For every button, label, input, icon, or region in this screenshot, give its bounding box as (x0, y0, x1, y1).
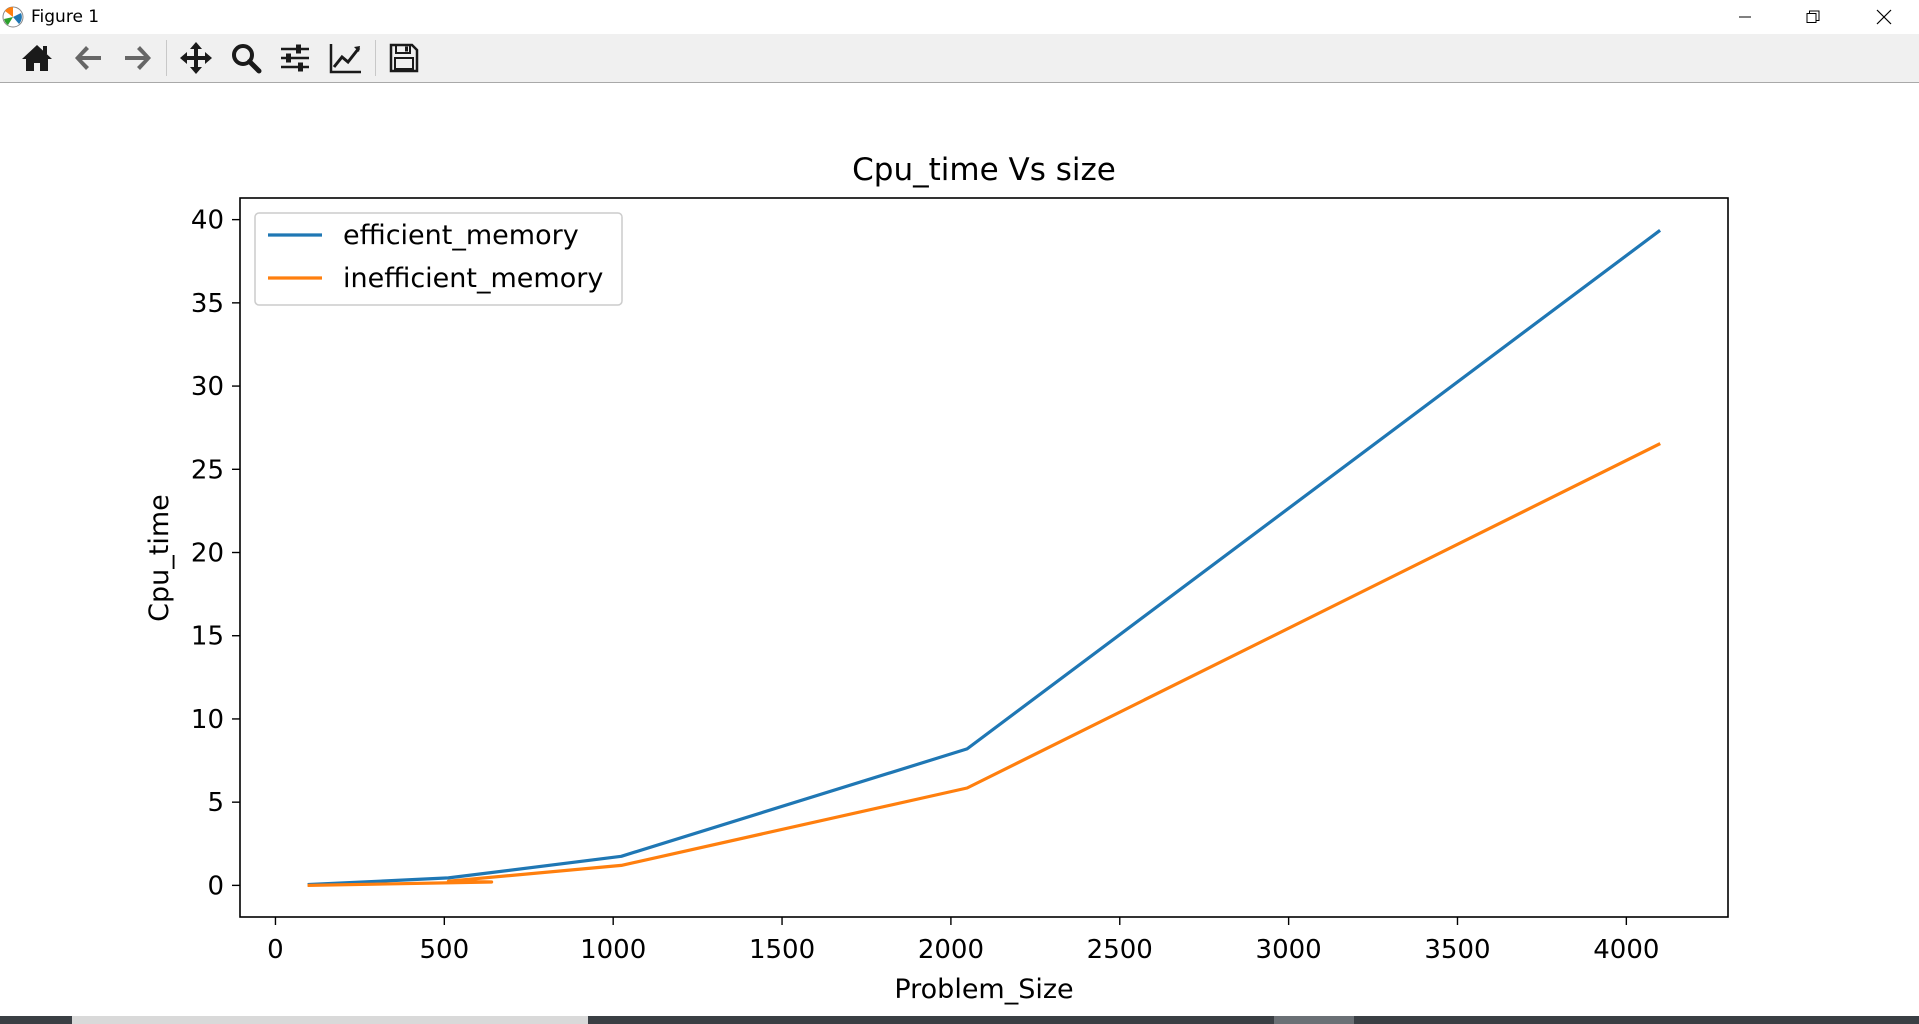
y-axis-label: Cpu_time (144, 494, 175, 622)
move-icon (180, 42, 212, 74)
home-button[interactable] (18, 40, 56, 76)
x-axis-label: Problem_Size (894, 974, 1073, 1005)
y-tick-label: 30 (191, 372, 224, 402)
legend-entry: efficient_memory (343, 220, 579, 251)
home-icon (22, 45, 52, 71)
legend-entry: inefficient_memory (343, 263, 603, 294)
matplotlib-logo-icon (2, 6, 24, 28)
close-button[interactable] (1849, 0, 1919, 34)
arrow-right-icon (125, 46, 151, 70)
line-chart: Cpu_time Vs size 0 5 10 15 20 25 30 35 40 0 500 10… (144, 152, 1729, 1005)
y-tick-label: 5 (207, 788, 224, 818)
series-line-efficient_memory (307, 229, 1662, 887)
figure-canvas[interactable]: Cpu_time Vs size 0 5 10 15 20 25 30 35 40 0 500 10… (0, 84, 1919, 1016)
y-tick-label: 10 (191, 705, 224, 735)
minimize-icon (1739, 16, 1751, 18)
taskbar-segment (588, 1016, 1274, 1024)
window-titlebar[interactable]: Figure 1 (0, 0, 1919, 34)
x-axis: 0 500 1000 1500 2000 2500 3000 3500 4000 (267, 917, 1659, 965)
y-tick-label: 15 (191, 622, 224, 652)
series-line-inefficient_memory (307, 442, 1661, 888)
x-tick-label: 0 (267, 935, 284, 965)
y-tick-label: 35 (191, 289, 224, 319)
arrow-left-icon (75, 46, 101, 70)
zoom-button[interactable] (227, 40, 265, 76)
navigation-toolbar (0, 34, 1919, 83)
x-tick-label: 4000 (1593, 935, 1659, 965)
y-tick-label: 40 (191, 206, 224, 236)
restore-icon (1806, 10, 1820, 23)
x-tick-label: 1500 (749, 935, 815, 965)
y-axis: 0 5 10 15 20 25 30 35 40 (191, 206, 240, 901)
y-tick-label: 0 (207, 871, 224, 901)
restore-button[interactable] (1778, 0, 1848, 34)
floppy-icon (389, 43, 419, 73)
line-chart-icon (329, 44, 361, 74)
minimize-button[interactable] (1710, 0, 1780, 34)
save-button[interactable] (385, 40, 423, 76)
x-tick-label: 3500 (1424, 935, 1490, 965)
x-tick-label: 3000 (1256, 935, 1322, 965)
subplots-button[interactable] (276, 40, 314, 76)
chart-title: Cpu_time Vs size (852, 152, 1116, 188)
edit-axis-button[interactable] (327, 40, 365, 76)
x-tick-label: 2500 (1087, 935, 1153, 965)
toolbar-separator (166, 40, 167, 76)
window-title: Figure 1 (31, 7, 100, 27)
taskbar-segment (1274, 1016, 1354, 1024)
back-button[interactable] (69, 40, 107, 76)
forward-button[interactable] (119, 40, 157, 76)
plot-area (239, 197, 1729, 918)
x-tick-label: 500 (420, 935, 470, 965)
legend-box (254, 212, 623, 306)
x-tick-label: 2000 (918, 935, 984, 965)
pan-button[interactable] (177, 40, 215, 76)
taskbar-strip (0, 1016, 1919, 1024)
series-layer (307, 229, 1662, 888)
taskbar-segment (1354, 1016, 1919, 1024)
x-tick-label: 1000 (580, 935, 646, 965)
taskbar-segment (72, 1016, 588, 1024)
close-icon (1876, 9, 1892, 25)
legend: efficient_memory inefficient_memory (254, 212, 623, 306)
y-tick-label: 25 (191, 455, 224, 485)
taskbar-segment (0, 1016, 72, 1024)
toolbar-separator (375, 40, 376, 76)
y-tick-label: 20 (191, 539, 224, 569)
magnifier-icon (232, 44, 262, 74)
sliders-icon (281, 44, 309, 72)
